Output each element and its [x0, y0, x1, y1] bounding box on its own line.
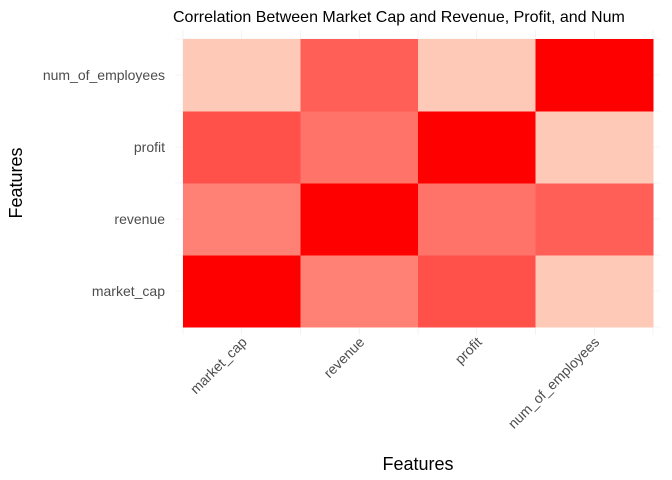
heatmap-cell-profit-profit [418, 111, 536, 184]
x-tick-label: profit [452, 334, 485, 367]
heatmap-cell-market_cap-revenue [300, 255, 419, 328]
heatmap-cell-market_cap-profit [418, 255, 536, 328]
heatmap-cell-market_cap-num_of_employees [535, 255, 654, 328]
y-axis-title: Features [6, 147, 26, 218]
x-axis-title: Features [382, 454, 453, 474]
chart-title: Correlation Between Market Cap and Reven… [173, 9, 625, 26]
x-tick-label: num_of_employees [505, 334, 603, 432]
heatmap-cell-revenue-market_cap [183, 183, 301, 256]
heatmap-cell-num_of_employees-num_of_employees [535, 39, 654, 112]
heatmap-cell-profit-market_cap [183, 111, 301, 184]
x-tick-label: revenue [320, 334, 367, 381]
heatmap-cell-revenue-revenue [300, 183, 419, 256]
heatmap-cell-num_of_employees-profit [418, 39, 536, 112]
heatmap-cell-revenue-profit [418, 183, 536, 256]
heatmap-cells [183, 39, 654, 328]
heatmap-cell-profit-num_of_employees [535, 111, 654, 184]
heatmap-cell-num_of_employees-market_cap [183, 39, 301, 112]
y-tick-label: profit [134, 139, 165, 155]
y-tick-label: revenue [114, 211, 165, 227]
y-tick-label: market_cap [92, 283, 165, 299]
heatmap-cell-profit-revenue [300, 111, 419, 184]
heatmap-cell-num_of_employees-revenue [300, 39, 419, 112]
heatmap-cell-revenue-num_of_employees [535, 183, 654, 256]
x-tick-label: market_cap [187, 334, 250, 397]
heatmap-cell-market_cap-market_cap [183, 255, 301, 328]
y-tick-label: num_of_employees [43, 67, 165, 83]
x-tick-labels: market_cap revenue profit num_of_employees [187, 334, 603, 432]
y-tick-labels: market_cap revenue profit num_of_employees [43, 67, 165, 299]
